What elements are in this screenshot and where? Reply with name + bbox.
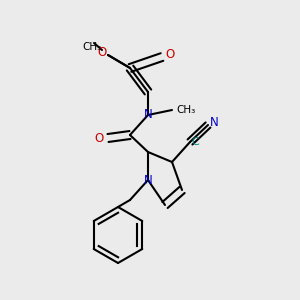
Text: N: N [144,109,152,122]
Text: N: N [144,173,152,187]
Text: C: C [191,137,199,147]
Text: CH₃: CH₃ [176,105,196,115]
Text: O: O [165,49,175,62]
Text: O: O [94,131,103,145]
Text: CH₃: CH₃ [82,42,102,52]
Text: O: O [98,46,106,59]
Text: N: N [210,116,218,130]
